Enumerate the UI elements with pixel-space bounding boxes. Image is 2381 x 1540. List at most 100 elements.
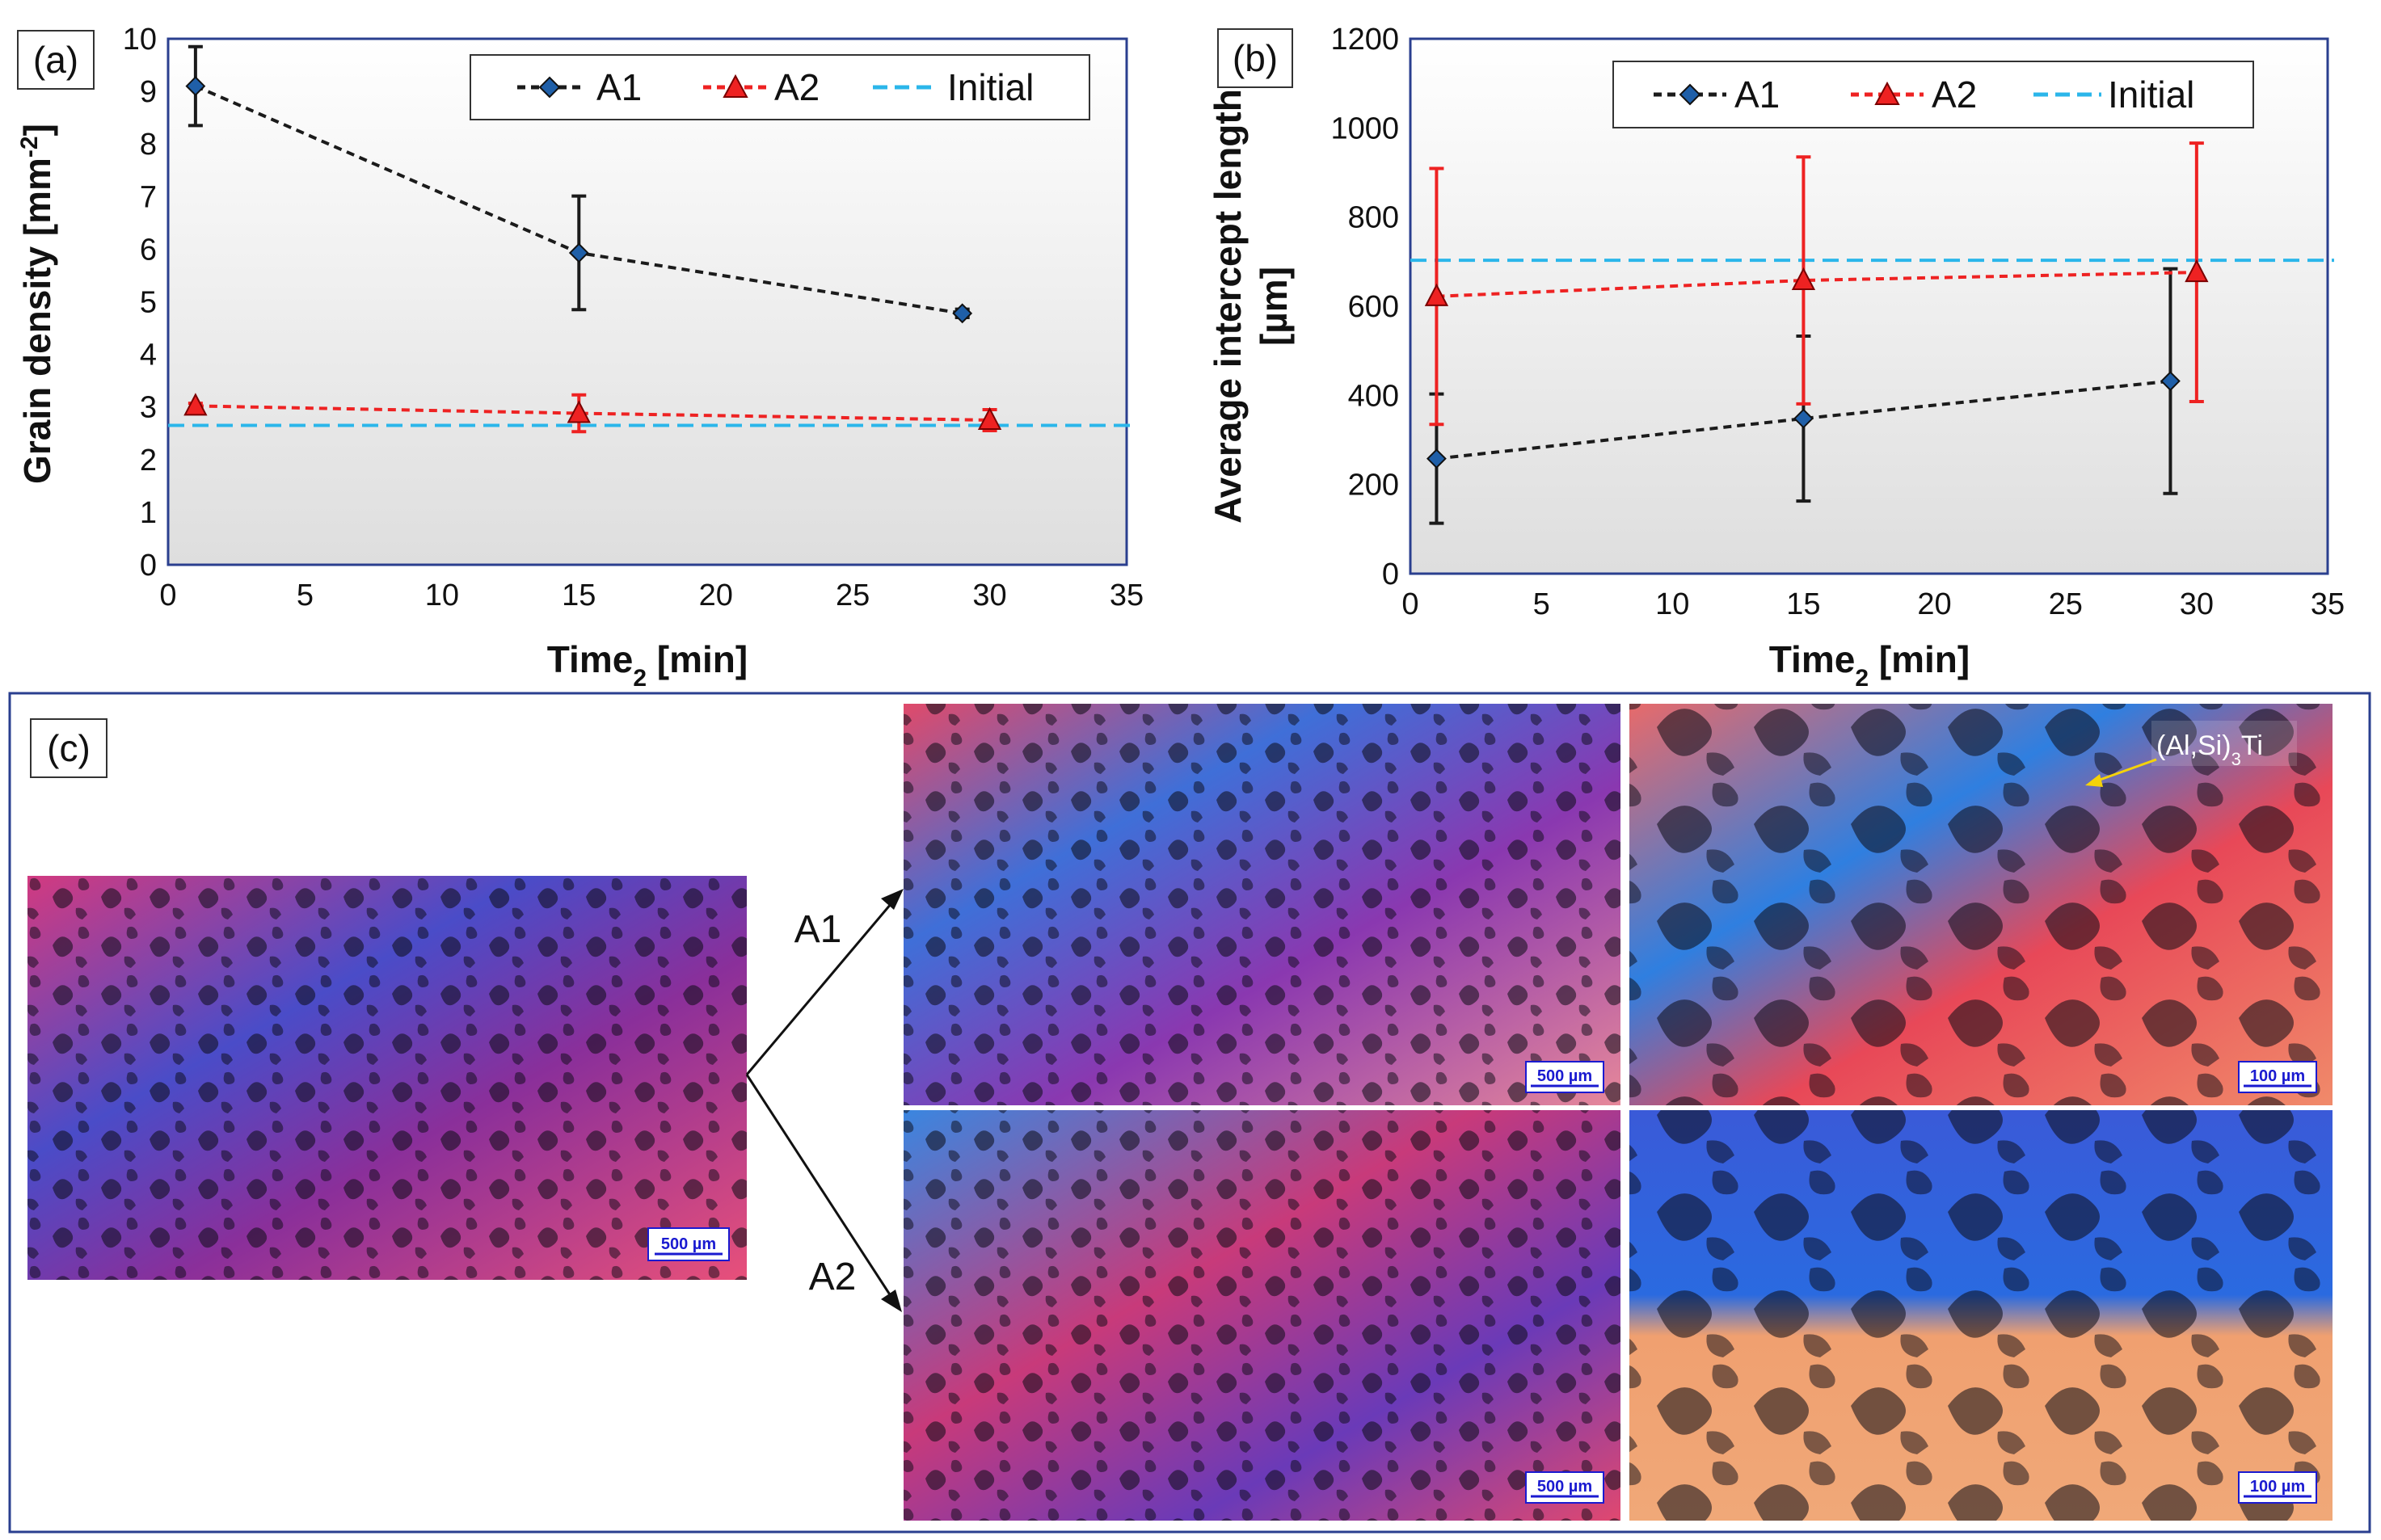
phase-label-end: Ti — [2241, 730, 2263, 761]
y-tick-label: 6 — [140, 233, 157, 267]
micrograph-initial-texture — [27, 876, 747, 1280]
phase-label-main: (Al,Si) — [2156, 730, 2231, 761]
legend-marker-a1 — [1679, 83, 1701, 106]
scale-bar-box — [2238, 1061, 2317, 1093]
micrograph-a1-high-texture — [1629, 704, 2333, 1105]
y-axis-title-end: ] — [16, 124, 58, 136]
x-tick-label: 30 — [972, 579, 1006, 612]
scale-bar-label: 500 µm — [1537, 1478, 1592, 1496]
series-line-a2 — [195, 404, 990, 422]
y-tick-label: 800 — [1348, 201, 1399, 235]
x-tick-label: 20 — [1917, 587, 1951, 621]
arrow-to-a2 — [745, 1074, 896, 1302]
legend-box — [1612, 61, 2254, 128]
y-axis-title: Grain density [mm-2] — [16, 124, 59, 484]
arrow-head-a1 — [881, 889, 904, 910]
y-tick-label: 600 — [1348, 290, 1399, 324]
data-point-a2 — [183, 393, 208, 416]
data-point-a2 — [1791, 267, 1816, 291]
scale-bar-label: 500 µm — [1537, 1067, 1592, 1085]
legend-label-a1: A1 — [596, 66, 642, 108]
x-axis-title-main: Time — [1769, 638, 1856, 680]
y-axis-title-line1: Average intercept length — [1207, 89, 1249, 524]
scale-bar-label: 100 µm — [2250, 1478, 2305, 1496]
data-point-a1 — [568, 242, 589, 263]
phase-label: (Al,Si)3Ti — [2156, 730, 2263, 769]
arrow-to-a1 — [745, 898, 897, 1075]
legend-label-a1: A1 — [1734, 74, 1780, 116]
micrograph-a2-low-texture — [904, 1110, 1620, 1521]
y-tick-label: 1000 — [1330, 112, 1399, 145]
legend-marker-a1 — [538, 76, 561, 99]
x-tick-label: 15 — [562, 579, 596, 612]
legend: A1 A2 Initial — [1612, 61, 2254, 128]
x-tick-label: 5 — [1533, 587, 1550, 621]
legend-label-a2: A2 — [1932, 74, 1977, 116]
y-tick-label: 200 — [1348, 469, 1399, 503]
branch-label-a1: A1 — [794, 908, 842, 951]
y-axis-title-main: Grain density [mm — [16, 158, 58, 484]
plot-area-background — [166, 37, 1128, 566]
y-tick-label: 0 — [140, 549, 157, 583]
legend-label-a2: A2 — [774, 66, 820, 108]
x-tick-label: 20 — [699, 579, 733, 612]
micrograph-initial: 500 µm — [27, 876, 747, 1280]
x-tick-label: 15 — [1786, 587, 1820, 621]
scale-bar-box — [1525, 1471, 1604, 1504]
micrograph-a1-low: 500 µm — [904, 704, 1620, 1105]
branch-label-a2: A2 — [809, 1256, 857, 1298]
arrow-head-a2 — [881, 1290, 902, 1312]
phase-label-sub: 3 — [2231, 749, 2241, 769]
phase-pointer-head — [2085, 774, 2103, 787]
x-tick-label: 35 — [1110, 579, 1144, 612]
y-tick-label: 7 — [140, 180, 157, 214]
panel-label-box — [17, 30, 95, 90]
x-tick-label: 25 — [836, 579, 870, 612]
x-axis-title-sub: 2 — [1855, 665, 1869, 692]
x-axis-title: Time2 [min] — [547, 638, 748, 692]
y-tick-label: 4 — [140, 339, 157, 372]
x-tick-label: 35 — [2311, 587, 2345, 621]
x-tick-label: 10 — [425, 579, 459, 612]
y-tick-label: 10 — [123, 23, 157, 57]
y-tick-label: 400 — [1348, 379, 1399, 413]
micrograph-a2-high-texture — [1629, 1110, 2333, 1521]
scale-bar-box — [2238, 1471, 2317, 1504]
data-point-a2 — [567, 400, 591, 423]
x-tick-label: 30 — [2180, 587, 2214, 621]
x-axis-title-sub: 2 — [633, 665, 647, 692]
x-axis-title-end: [min] — [647, 638, 748, 680]
panel-label-box — [1217, 28, 1293, 88]
y-axis-title-sup: -2 — [16, 136, 43, 158]
data-point-a1 — [1426, 448, 1447, 469]
panel-label: (b) — [1233, 37, 1278, 79]
legend-label-initial: Initial — [2108, 74, 2194, 116]
chart-grain-density: 0 5 10 15 20 25 30 35 0 1 2 3 4 5 6 7 8 9 10 (a) A1 A2 Ini… — [16, 23, 1144, 692]
scale-bar-box — [1525, 1061, 1604, 1093]
data-point-a1 — [1793, 408, 1814, 429]
x-axis-title: Time2 [min] — [1769, 638, 1970, 692]
micrograph-panel: (c) 500 µm A1 A2 500 µm — [8, 692, 2371, 1534]
x-tick-label: 5 — [297, 579, 314, 612]
x-axis-title-end: [min] — [1869, 638, 1970, 680]
x-tick-label: 0 — [1401, 587, 1418, 621]
scale-bar-label: 500 µm — [661, 1235, 716, 1253]
legend-marker-a2 — [723, 74, 748, 98]
micrograph-a1-low-texture — [904, 704, 1620, 1105]
legend-label-initial: Initial — [947, 66, 1034, 108]
scale-bar-label: 100 µm — [2250, 1067, 2305, 1085]
y-tick-label: 1 — [140, 496, 157, 530]
micrograph-a2-low: 500 µm — [904, 1110, 1620, 1521]
data-point-a1 — [185, 76, 206, 97]
data-point-a1 — [952, 303, 973, 324]
micrograph-a1-high: (Al,Si)3Ti 100 µm — [1629, 704, 2333, 1105]
panel-label-box — [30, 718, 107, 778]
y-tick-label: 9 — [140, 75, 157, 109]
legend: A1 A2 Initial — [470, 54, 1090, 120]
y-tick-label: 5 — [140, 286, 157, 320]
branch-arrows: A1 A2 — [745, 889, 904, 1312]
data-point-a1 — [2160, 371, 2181, 392]
x-tick-label: 10 — [1655, 587, 1689, 621]
